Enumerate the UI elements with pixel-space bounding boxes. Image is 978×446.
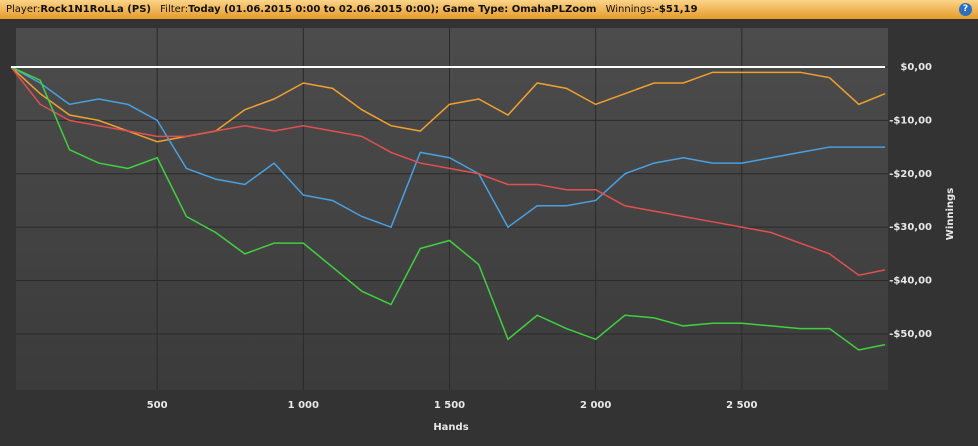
y-tick-label: -$50,00 bbox=[889, 329, 932, 340]
y-tick-label: -$20,00 bbox=[889, 169, 932, 180]
y-axis-label: Winnings bbox=[945, 188, 956, 240]
series-line bbox=[10, 66, 886, 351]
help-button[interactable]: ? bbox=[959, 3, 972, 16]
x-tick-label: 2 500 bbox=[726, 400, 757, 411]
x-tick-label: 2 000 bbox=[580, 400, 611, 411]
y-tick-label: -$10,00 bbox=[889, 115, 932, 126]
label: Filter: bbox=[160, 4, 189, 15]
player: Rock1N1RoLLa (PS) bbox=[40, 4, 151, 15]
series-line bbox=[10, 66, 886, 277]
plot-area bbox=[16, 28, 888, 390]
y-tick-label: -$40,00 bbox=[889, 276, 932, 287]
winnings: -$51,19 bbox=[654, 4, 698, 15]
x-axis-label: Hands bbox=[433, 422, 468, 433]
header-bar: Player:Rock1N1RoLLa (PS) Filter:Today (0… bbox=[0, 0, 978, 19]
label: Winnings: bbox=[605, 4, 655, 15]
label: Player: bbox=[6, 4, 41, 15]
chart: Hands Winnings $0,00 -$10,00 -$20,00 -$30,0… bbox=[10, 28, 956, 433]
y-tick-label: $0,00 bbox=[900, 62, 932, 73]
y-tick-label: -$30,00 bbox=[889, 222, 932, 233]
series-line bbox=[10, 66, 886, 143]
x-tick-label: 1 000 bbox=[288, 400, 319, 411]
series-line bbox=[10, 66, 886, 229]
filter: Today (01.06.2015 0:00 to 02.06.2015 0:0… bbox=[188, 4, 597, 15]
x-tick-label: 1 500 bbox=[434, 400, 465, 411]
x-tick-label: 500 bbox=[147, 400, 168, 411]
